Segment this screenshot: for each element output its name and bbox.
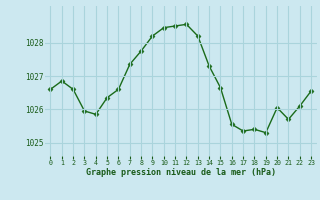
X-axis label: Graphe pression niveau de la mer (hPa): Graphe pression niveau de la mer (hPa) xyxy=(86,168,276,177)
